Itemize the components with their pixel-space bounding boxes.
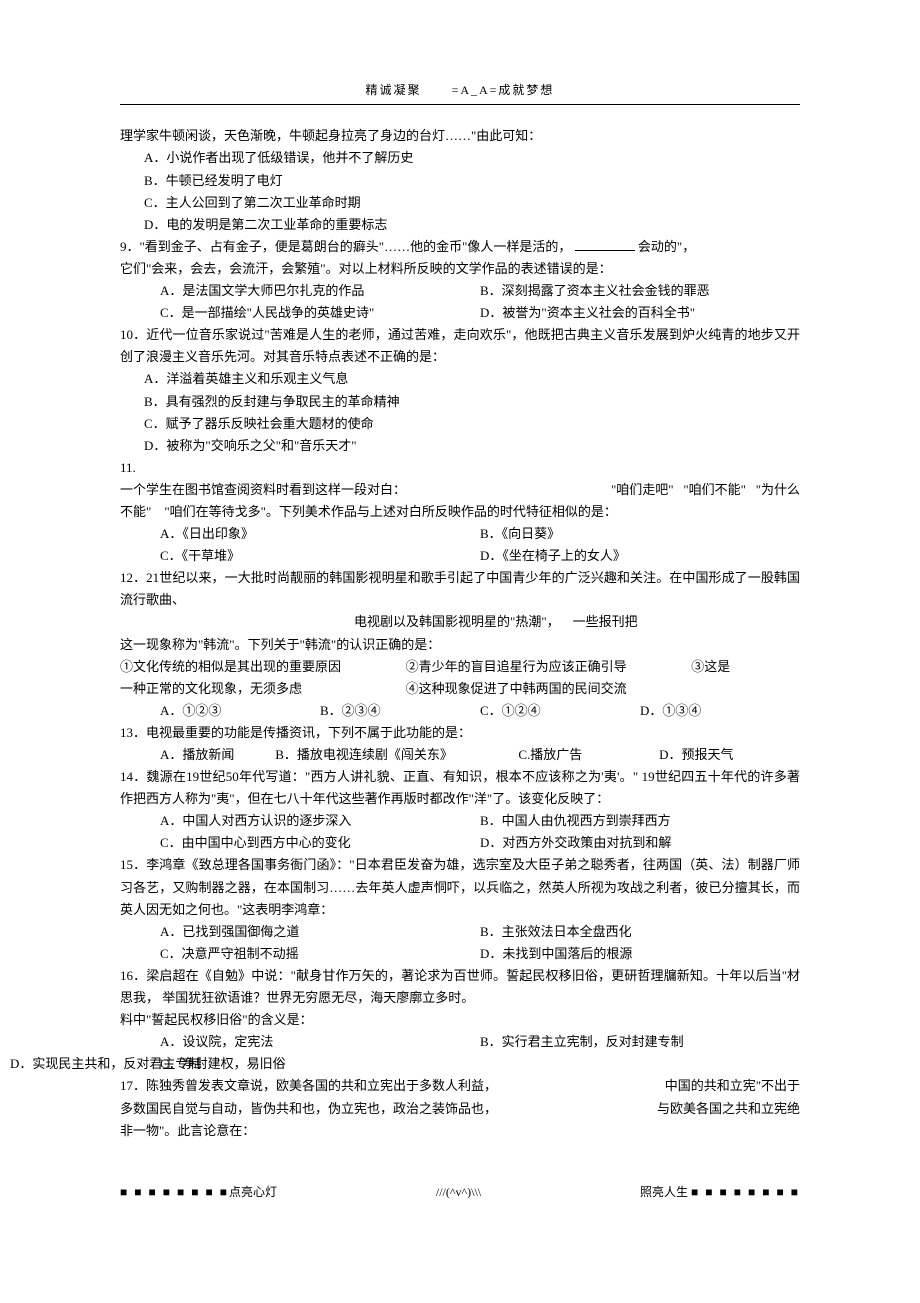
footer-left: ■ ■ ■ ■ ■ ■ ■ ■点亮心灯 [120, 1182, 277, 1202]
q10-opt-d: D．被称为"交响乐之父"和"音乐天才" [120, 435, 800, 457]
q14-opt-b: B．中国人由仇视西方到崇拜西方 [480, 810, 800, 832]
q13-opt-c: C.播放广告 [518, 744, 659, 766]
q12-stem-line1b: 关注。在中国形成了一股韩国流行歌曲、 电视剧以及韩国影视明星的"热潮"， 一些报… [120, 611, 800, 633]
blank [575, 237, 635, 251]
q15-opt-a: A．已找到强国御侮之道 [160, 921, 480, 943]
q8-opt-d: D．电的发明是第二次工业革命的重要标志 [120, 214, 800, 236]
footer-mid: ///(^v^)\\\ [436, 1182, 481, 1202]
q16-stem-line2: 料中"誓起民权移旧俗"的含义是： [120, 1009, 800, 1031]
page-footer: ■ ■ ■ ■ ■ ■ ■ ■点亮心灯 ///(^v^)\\\ 照亮人生 ■ ■… [120, 1142, 800, 1202]
q11-opts-row2: C．《干草堆》 D．《坐在椅子上的女人》 [120, 545, 800, 567]
q14-opts-row1: A．中国人对西方认识的逐步深入 B．中国人由仇视西方到崇拜西方 [120, 810, 800, 832]
q14-opt-a: A．中国人对西方认识的逐步深入 [160, 810, 480, 832]
q13-opt-d: D．预报天气 [659, 744, 733, 766]
q12-choices-row1: ①文化传统的相似是其出现的重要原因 ②青少年的盲目追星行为应该正确引导 ③这是 [120, 656, 800, 678]
q15-opt-b: B．主张效法日本全盘西化 [480, 921, 800, 943]
q11-opts-row1: A．《日出印象》 B．《向日葵》 [120, 523, 800, 545]
q9-opts-row2: C．是一部描绘"人民战争的英雄史诗" D．被誉为"资本主义社会的百科全书" [120, 302, 800, 324]
q15-opt-d: D．未找到中国落后的根源 [480, 943, 800, 965]
header-left: 精诚凝聚 [366, 83, 422, 97]
q13-opt-b: B．播放电视连续剧《闯关东》 [275, 744, 518, 766]
q9-opt-d: D．被誉为"资本主义社会的百科全书" [480, 302, 800, 324]
q11-opt-d: D．《坐在椅子上的女人》 [480, 545, 800, 567]
q12-stem-line1: 12．21世纪以来，一大批时尚靓丽的韩国影视明星和歌手引起了中国青少年的广泛兴趣… [120, 567, 800, 611]
q8-opt-a: A．小说作者出现了低级错误，他并不了解历史 [120, 147, 800, 169]
q13-stem: 13．电视最重要的功能是传播资讯，下列不属于此功能的是： [120, 722, 800, 744]
q12-choices-row2: 一种正常的文化现象，无须多虑 ④这种现象促进了中韩两国的民间交流 [120, 678, 800, 700]
q16-opt-a: A．设议院，定宪法 [160, 1031, 480, 1053]
q16-stem-line1: 16．梁启超在《自勉》中说："献身甘作万矢的，著论求为百世师。誓起民权移旧俗，更… [120, 965, 800, 1009]
q14-opt-d: D．对西方外交政策由对抗到和解 [480, 832, 800, 854]
q12-opt-b: B．②③④ [320, 700, 480, 722]
q11-num: 11. [120, 457, 800, 479]
q12-stem-line2: 这一现象称为"韩流"。下列关于"韩流"的认识正确的是： [120, 634, 800, 656]
q9-opts-row1: A．是法国文学大师巴尔扎克的作品 B．深刻揭露了资本主义社会金钱的罪恶 [120, 280, 800, 302]
q12-opt-c: C．①②④ [480, 700, 640, 722]
q13-opt-a: A．播放新闻 [160, 744, 275, 766]
footer-right: 照亮人生 ■ ■ ■ ■ ■ ■ ■ ■ [640, 1182, 800, 1202]
q17-stem-line2: 多数国民自觉与自动，皆伪共和也，伪立宪也，政治之装饰品也， 与欧美各国之共和立宪… [120, 1098, 800, 1120]
q15-opts-row1: A．已找到强国御侮之道 B．主张效法日本全盘西化 [120, 921, 800, 943]
q17-stem-line1: 17．陈独秀曾发表文章说，欧美各国的共和立宪出于多数人利益， 中国的共和立宪"不… [120, 1075, 800, 1097]
q8-stem: 理学家牛顿闲谈，天色渐晚，牛顿起身拉亮了身边的台灯……"由此可知： [120, 125, 800, 147]
q12-opt-a: A．①②③ [160, 700, 320, 722]
q9-stem-line2: 它们"会来，会去，会流汗，会繁殖"。对以上材料所反映的文学作品的表述错误的是： [120, 258, 800, 280]
q12-opts: A．①②③ B．②③④ C．①②④ D．①③④ [120, 700, 800, 722]
q10-opt-c: C．赋予了器乐反映社会重大题材的使命 [120, 413, 800, 435]
q10-opt-a: A．洋溢着英雄主义和乐观主义气息 [120, 368, 800, 390]
q15-stem: 15．李鸿章《致总理各国事务衙门函》："日本君臣发奋为雄，选宗室及大臣子弟之聪秀… [120, 854, 800, 920]
document-page: 精诚凝聚 =A_A=成就梦想 理学家牛顿闲谈，天色渐晚，牛顿起身拉亮了身边的台灯… [0, 0, 920, 1242]
q16-opt-d-left: D．实现民主共和，反对君主专制 [10, 1053, 201, 1075]
q11-stem-line2: 不能" "咱们在等待戈多"。下列美术作品与上述对白所反映作品的时代特征相似的是： [120, 501, 800, 523]
q11-opt-b: B．《向日葵》 [480, 523, 800, 545]
header-mid: =A_A=成就梦想 [452, 83, 555, 97]
q17-stem-line3: 非一物"。此言论意在： [120, 1120, 800, 1142]
q11-stem-line1: 一个学生在图书馆查阅资料时看到这样一段对白： "咱们走吧" "咱们不能" "为什… [120, 479, 800, 501]
q13-opts: A．播放新闻 B．播放电视连续剧《闯关东》 C.播放广告 D．预报天气 [120, 744, 800, 766]
header-divider [120, 104, 800, 105]
q12-opt-d: D．①③④ [640, 700, 800, 722]
q14-stem: 14．魏源在19世纪50年代写道："西方人讲礼貌、正直、有知识，根本不应该称之为… [120, 766, 800, 810]
q16-opts-row1: A．设议院，定宪法 B．实行君主立宪制，反对封建专制 [120, 1031, 800, 1053]
body: 理学家牛顿闲谈，天色渐晚，牛顿起身拉亮了身边的台灯……"由此可知： A．小说作者… [120, 125, 800, 1141]
q9-opt-b: B．深刻揭露了资本主义社会金钱的罪恶 [480, 280, 800, 302]
q8-opt-b: B．牛顿已经发明了电灯 [120, 170, 800, 192]
q8-opt-c: C．主人公回到了第二次工业革命时期 [120, 192, 800, 214]
q10-opt-b: B．具有强烈的反封建与争取民主的革命精神 [120, 391, 800, 413]
q14-opts-row2: C．由中国中心到西方中心的变化 D．对西方外交政策由对抗到和解 [120, 832, 800, 854]
page-header: 精诚凝聚 =A_A=成就梦想 [120, 80, 800, 100]
q10-stem: 10．近代一位音乐家说过"苦难是人生的老师，通过苦难，走向欢乐"，他既把古典主义… [120, 324, 800, 368]
q15-opt-c: C．决意严守祖制不动摇 [160, 943, 480, 965]
q15-opts-row2: C．决意严守祖制不动摇 D．未找到中国落后的根源 [120, 943, 800, 965]
q11-opt-a: A．《日出印象》 [160, 523, 480, 545]
q9-stem: 9．"看到金子、占有金子，便是葛朗台的癖头"……他的金币"像人一样是活的， 会动… [120, 236, 800, 258]
q14-opt-c: C．由中国中心到西方中心的变化 [160, 832, 480, 854]
q11-opt-c: C．《干草堆》 [160, 545, 480, 567]
q9-opt-c: C．是一部描绘"人民战争的英雄史诗" [160, 302, 480, 324]
q9-opt-a: A．是法国文学大师巴尔扎克的作品 [160, 280, 480, 302]
q16-opt-b: B．实行君主立宪制，反对封建专制 [480, 1031, 800, 1053]
q16-opts-row2: D．实现民主共和，反对君主专制 C．净封建权，易旧俗 [120, 1053, 800, 1075]
